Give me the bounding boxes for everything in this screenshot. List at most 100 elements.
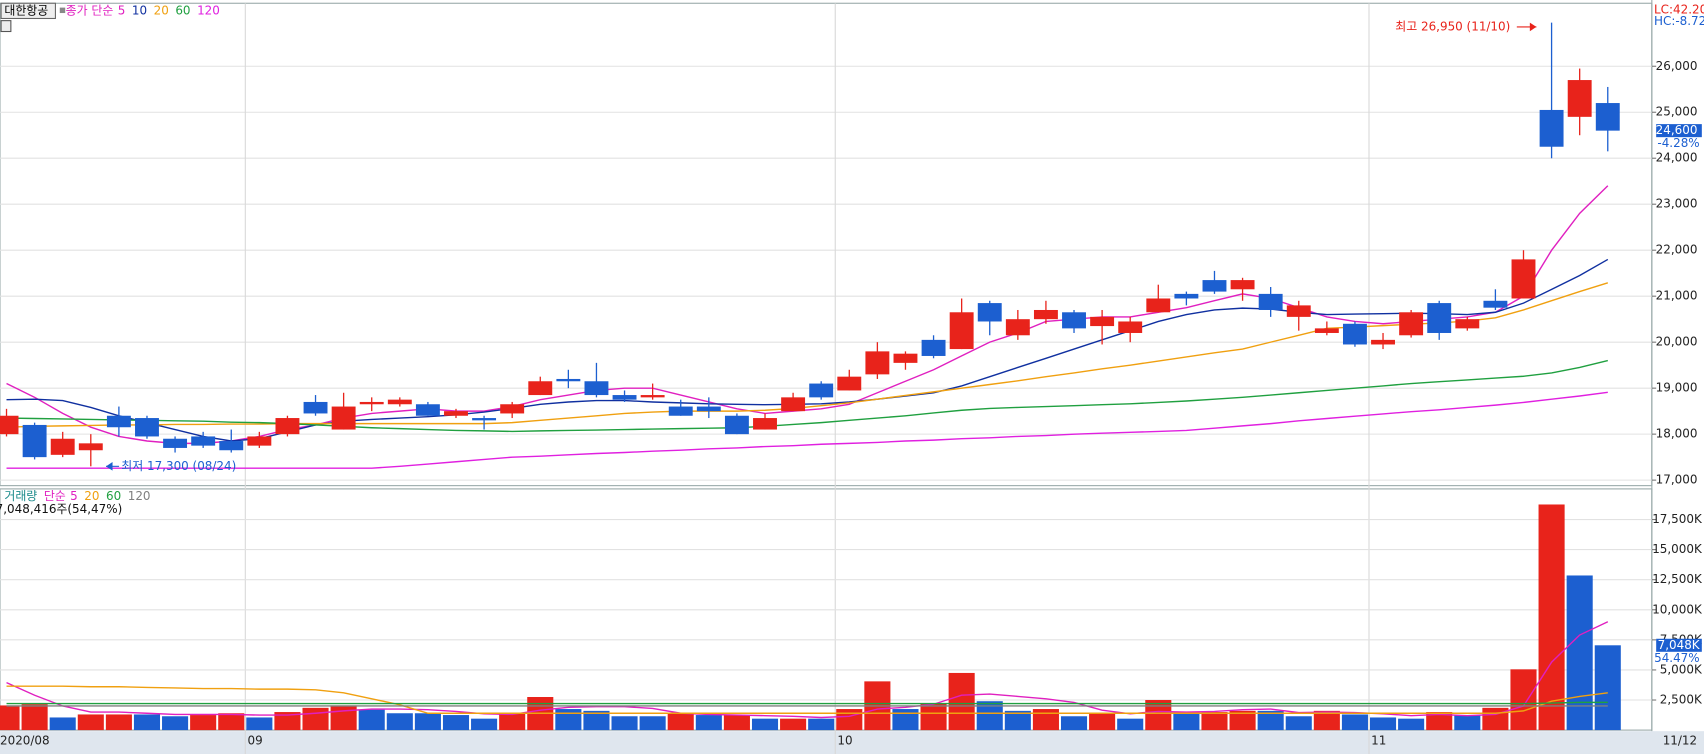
candle-body [472, 418, 497, 421]
candle-body [724, 415, 749, 435]
y-tick-label: 24,000 [1656, 151, 1698, 165]
annotation-arrowhead [1529, 22, 1537, 32]
volume-bar [499, 713, 526, 731]
y-tick-label: 22,000 [1656, 243, 1698, 257]
volume-bar [330, 705, 357, 731]
last-volume-box [1656, 638, 1702, 652]
candle-body [1567, 80, 1592, 117]
y-tick-label: 26,000 [1656, 59, 1698, 73]
x-tick-label: 09 [247, 733, 262, 747]
legend-entry[interactable]: 5 [70, 489, 78, 503]
volume-bar [1285, 716, 1312, 731]
volume-bar [1454, 715, 1481, 731]
candle-body [444, 411, 468, 416]
legend-entry[interactable]: 60 [175, 3, 190, 17]
candle-body [387, 399, 412, 405]
high-annotation: 최고 26,950 (11/10) [1395, 19, 1510, 33]
volume-bar [1341, 714, 1368, 731]
volume-bar [1117, 718, 1144, 731]
candle-body [977, 303, 1002, 322]
candle-body [415, 404, 440, 416]
candle-body [1062, 312, 1086, 329]
volume-ratio-label: 54.47% [1654, 651, 1700, 665]
volume-bar [49, 717, 76, 731]
y-tick-label: 18,000 [1656, 427, 1698, 441]
candle-body [1230, 280, 1255, 290]
legend-entry[interactable]: 120 [128, 489, 151, 503]
stock-name-box [0, 2, 56, 20]
volume-bar [77, 714, 104, 731]
last-price-box [1656, 124, 1702, 138]
volume-bar [1398, 718, 1425, 731]
candle-body [1202, 280, 1227, 292]
candle-body [781, 397, 806, 412]
volume-bar [583, 710, 610, 731]
y-tick-label: 12,500K [1652, 572, 1703, 586]
legend-entry[interactable]: 5 [118, 3, 126, 17]
legend-label: 단순 [44, 489, 66, 503]
volume-bar [21, 704, 48, 731]
x-tick-label: 10 [837, 733, 852, 747]
candle-body [275, 418, 300, 435]
candle-body [1033, 309, 1058, 320]
candle-body [696, 406, 721, 412]
date-axis-band [0, 731, 1704, 754]
lc-label: LC:42.20 [1654, 2, 1704, 16]
candle-body [1595, 103, 1620, 131]
volume-bar [1173, 713, 1200, 731]
legend-entry[interactable]: 20 [154, 3, 169, 17]
volume-bar [780, 718, 807, 731]
volume-bar [1145, 700, 1172, 731]
volume-bar [386, 713, 413, 731]
legend-title: 대한항공 [4, 3, 48, 17]
volume-bar [1257, 710, 1284, 731]
volume-bar [162, 716, 189, 731]
candle-body [191, 436, 216, 446]
y-tick-label: 19,000 [1656, 381, 1698, 395]
legend-entry[interactable]: 120 [197, 3, 220, 17]
moving-average-line [6, 359, 1608, 433]
volume-bar [105, 714, 132, 731]
moving-average-line [6, 185, 1609, 445]
x-tick-label: 11 [1371, 733, 1386, 747]
x-end-label: 11/12 [1663, 733, 1697, 747]
volume-bar [1538, 504, 1565, 731]
volume-bar [723, 715, 750, 731]
volume-bar [358, 709, 385, 731]
candle-body [1174, 293, 1199, 299]
legend-entry[interactable]: 60 [106, 489, 121, 503]
candle-body [1314, 328, 1339, 333]
candle-body [50, 438, 75, 455]
y-tick-label: 15,000K [1652, 542, 1703, 556]
volume-summary: 7,048,416주(54,47%) [0, 502, 122, 516]
candle-body [921, 339, 946, 356]
candle-body [1342, 323, 1367, 345]
moving-average-line [6, 391, 1608, 469]
volume-bar [246, 717, 273, 731]
candle-body [668, 406, 693, 416]
candle-body [1455, 319, 1480, 329]
volume-bar [1510, 669, 1537, 731]
candle-body [359, 401, 384, 405]
y-tick-label: 10,000K [1652, 602, 1703, 616]
candle-body [949, 312, 974, 350]
volume-bar [808, 718, 835, 731]
moving-average-line [6, 621, 1609, 719]
candle-body [753, 418, 777, 430]
y-tick-label: 17,000 [1656, 473, 1698, 487]
moving-average-line [6, 685, 1608, 714]
candle-body [1371, 339, 1395, 345]
legend-entry[interactable]: 20 [84, 489, 99, 503]
change-label: -4.28% [1657, 136, 1699, 150]
volume-bar [555, 709, 582, 731]
volume-bar [1201, 712, 1228, 731]
volume-bar [695, 715, 722, 731]
volume-bar [920, 703, 947, 731]
candle-body [106, 415, 131, 428]
candle-body [612, 395, 637, 400]
volume-bar [1313, 710, 1340, 731]
legend-entry[interactable]: 10 [132, 3, 147, 17]
volume-bar [639, 716, 666, 731]
candle-body [528, 381, 553, 396]
